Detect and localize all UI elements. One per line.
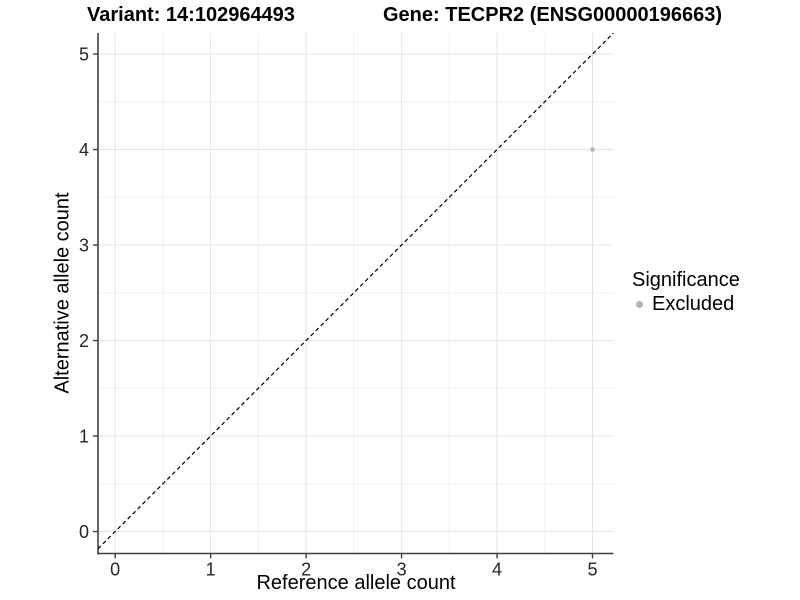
data-point <box>590 147 595 152</box>
y-tick-label: 3 <box>79 236 89 256</box>
y-tick-label: 1 <box>79 427 89 447</box>
y-tick-label: 4 <box>79 140 89 160</box>
y-tick-label: 0 <box>79 522 89 542</box>
legend-point-icon <box>636 300 643 308</box>
y-axis-title: Alternative allele count <box>51 192 74 394</box>
legend: Significance Excluded <box>632 268 740 316</box>
y-tick-label: 2 <box>79 331 89 351</box>
y-tick-label: 5 <box>79 45 89 65</box>
x-tick-label: 1 <box>206 560 216 580</box>
x-tick-label: 5 <box>587 560 597 580</box>
x-tick-label: 3 <box>397 560 407 580</box>
x-tick-label: 0 <box>110 560 120 580</box>
x-axis-title: Reference allele count <box>256 572 456 594</box>
identity-line <box>97 32 614 550</box>
x-tick-label: 2 <box>301 560 311 580</box>
x-tick-label: 4 <box>492 560 502 580</box>
legend-entries: Excluded <box>632 292 740 316</box>
gene-title: Gene: TECPR2 (ENSG00000196663) <box>383 4 723 26</box>
legend-title: Significance <box>632 269 740 291</box>
legend-entry-label: Excluded <box>652 292 735 315</box>
legend-entry: Excluded <box>636 292 740 316</box>
variant-title: Variant: 14:102964493 <box>87 4 295 26</box>
